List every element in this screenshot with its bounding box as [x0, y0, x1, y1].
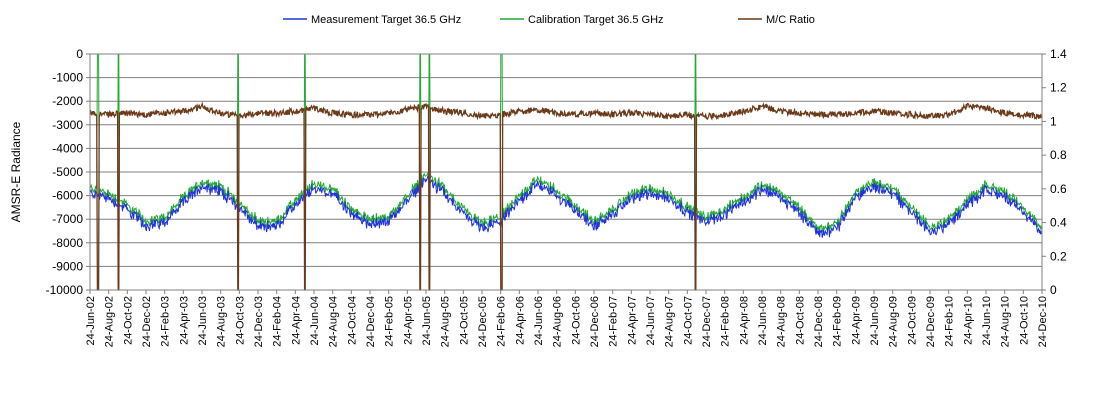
series-line-ratio	[89, 101, 1043, 291]
x-tick-label: 24-Jun-07	[645, 296, 657, 346]
y2-tick-label: 0.8	[1050, 148, 1067, 162]
legend-label-measurement: Measurement Target 36.5 GHz	[311, 14, 461, 26]
x-tick-label: 24-Oct-02	[122, 296, 134, 345]
x-tick-label: 24-Feb-07	[608, 296, 620, 347]
series-line-calibration	[89, 53, 1043, 233]
y-axis-right-ticks: 1.4 1.2 1 0.8 0.6 0.4 0.2 0	[1042, 47, 1067, 297]
y-tick-label: -3000	[52, 118, 83, 132]
x-tick-label: 24-Feb-05	[384, 296, 396, 347]
y2-tick-label: 1.4	[1050, 47, 1067, 61]
legend-label-ratio: M/C Ratio	[766, 14, 815, 26]
y-tick-label: 0	[76, 47, 83, 61]
x-tick-label: 24-Oct-08	[794, 296, 806, 345]
legend-label-calibration: Calibration Target 36.5 GHz	[528, 14, 664, 26]
x-tick-label: 24-Feb-10	[944, 296, 956, 347]
x-axis-ticks: 24-Jun-02 24-Aug-02 24-Oct-02 24-Dec-02 24-F…	[85, 290, 1049, 347]
x-tick-label: 24-Jun-03	[197, 296, 209, 346]
x-tick-label: 24-Feb-06	[496, 296, 508, 347]
y-tick-label: -5000	[52, 165, 83, 179]
x-tick-label: 24-Jun-08	[757, 296, 769, 346]
x-tick-label: 24-Aug-05	[440, 296, 452, 347]
y-tick-label: -4000	[52, 141, 83, 155]
x-tick-label: 24-Apr-06	[514, 296, 526, 345]
x-tick-label: 24-Oct-10	[1018, 296, 1030, 345]
x-tick-label: 24-Feb-04	[272, 296, 284, 347]
x-tick-label: 24-Dec-06	[589, 296, 601, 347]
y-tick-label: -8000	[52, 236, 83, 250]
x-tick-label: 24-Oct-09	[906, 296, 918, 345]
x-tick-label: 24-Apr-03	[178, 296, 190, 345]
series-line-measurement	[89, 175, 1043, 238]
x-tick-label: 24-Jun-02	[85, 296, 97, 346]
y-tick-label: -1000	[52, 71, 83, 85]
x-tick-label: 24-Aug-07	[664, 296, 676, 347]
x-tick-label: 24-Jun-06	[533, 296, 545, 346]
y-axis-left-ticks: 0 -1000 -2000 -3000 -4000 -5000 -6000 -7000 -800…	[46, 47, 90, 297]
x-tick-label: 24-Aug-04	[328, 296, 340, 347]
y2-tick-label: 1	[1050, 114, 1057, 128]
x-tick-label: 24-Aug-06	[552, 296, 564, 347]
x-tick-label: 24-Apr-04	[290, 296, 302, 345]
x-tick-label: 24-Aug-10	[1000, 296, 1012, 347]
y-tick-label: -2000	[52, 94, 83, 108]
y2-tick-label: 0	[1050, 283, 1057, 297]
y2-tick-label: 0.4	[1050, 216, 1067, 230]
y-tick-label: -9000	[52, 259, 83, 273]
x-tick-label: 24-Jun-09	[869, 296, 881, 346]
x-tick-label: 24-Jun-04	[309, 296, 321, 346]
x-tick-label: 24-Apr-08	[738, 296, 750, 345]
x-tick-label: 24-Apr-05	[402, 296, 414, 345]
x-tick-label: 24-Apr-07	[626, 296, 638, 345]
x-tick-label: 24-Dec-05	[477, 296, 489, 347]
x-tick-label: 24-Jun-10	[981, 296, 993, 346]
x-tick-label: 24-Oct-07	[682, 296, 694, 345]
x-tick-label: 24-Dec-09	[925, 296, 937, 347]
plot-area-border	[89, 53, 1043, 291]
x-tick-label: 24-Dec-08	[813, 296, 825, 347]
x-tick-label: 24-Dec-03	[253, 296, 265, 347]
x-tick-label: 24-Oct-06	[570, 296, 582, 345]
y-axis-title: AMSR-E Radiance	[9, 121, 23, 222]
y2-tick-label: 1.2	[1050, 81, 1067, 95]
x-tick-label: 24-Aug-02	[104, 296, 116, 347]
x-tick-label: 24-Apr-10	[962, 296, 974, 345]
x-tick-label: 24-Dec-04	[365, 296, 377, 347]
x-tick-label: 24-Jun-05	[421, 296, 433, 346]
x-tick-label: 24-Dec-07	[701, 296, 713, 347]
x-tick-label: 24-Dec-02	[141, 296, 153, 347]
x-tick-label: 24-Apr-09	[850, 296, 862, 345]
x-tick-label: 24-Feb-03	[160, 296, 172, 347]
x-tick-label: 24-Feb-09	[832, 296, 844, 347]
x-tick-label: 24-Aug-08	[776, 296, 788, 347]
x-tick-label: 24-Oct-04	[346, 296, 358, 345]
x-tick-label: 24-Oct-03	[234, 296, 246, 345]
y-tick-label: -7000	[52, 212, 83, 226]
x-tick-label: 24-Feb-08	[720, 296, 732, 347]
x-tick-label: 24-Aug-03	[216, 296, 228, 347]
y-tick-label: -6000	[52, 189, 83, 203]
y2-tick-label: 0.2	[1050, 249, 1067, 263]
x-tick-label: 24-Oct-05	[458, 296, 470, 345]
series-lines	[89, 53, 1043, 291]
x-tick-label: 24-Aug-09	[888, 296, 900, 347]
x-tick-label: 24-Dec-10	[1037, 296, 1049, 347]
y2-tick-label: 0.6	[1050, 182, 1067, 196]
legend: Measurement Target 36.5 GHz Calibration …	[283, 14, 815, 26]
y-tick-label: -10000	[46, 283, 84, 297]
